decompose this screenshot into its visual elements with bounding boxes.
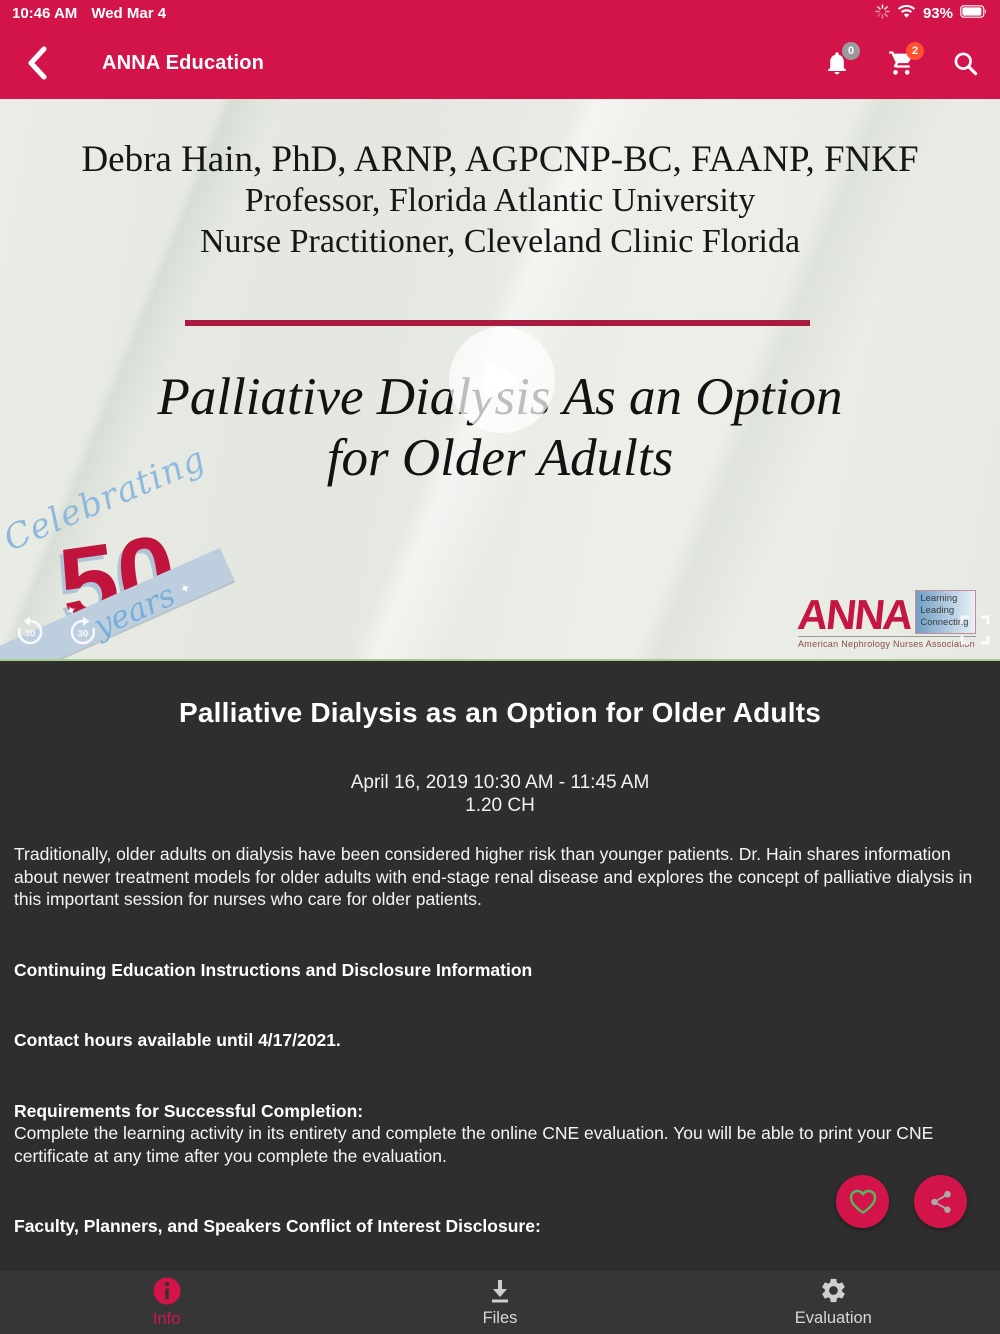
skip-back-30-icon: 30 (17, 616, 43, 645)
heart-icon (849, 1189, 876, 1214)
favorite-button[interactable] (836, 1175, 889, 1228)
status-time: 10:46 AM (12, 5, 78, 22)
battery-percent: 93% (922, 5, 953, 22)
speaker-role-2: Nurse Practitioner, Cleveland Clinic Flo… (199, 223, 801, 260)
ce-instructions-heading: Continuing Education Instructions and Di… (14, 959, 533, 980)
anna-association-logo: ANNA Learning Leading Connecting America… (795, 590, 976, 649)
requirements-body: Complete the learning activity in its en… (14, 1123, 934, 1166)
anna-logo-subtitle: American Nephrology Nurses Association (798, 636, 976, 649)
download-icon (491, 1279, 508, 1302)
cart-badge: 2 (906, 42, 924, 60)
tab-evaluation[interactable]: Evaluation (667, 1270, 1000, 1334)
slide-speaker-block: Debra Hain, PhD, ARNP, AGPCNP-BC, FAANP,… (0, 139, 1000, 262)
tab-evaluation-label: Evaluation (794, 1309, 872, 1327)
share-button[interactable] (914, 1175, 967, 1228)
notifications-button[interactable]: 0 (822, 42, 860, 78)
sync-spinner-icon (875, 4, 890, 23)
anna-logo-tagline: Learning Leading Connecting (915, 590, 976, 634)
back-button[interactable] (26, 46, 54, 80)
skip-forward-30-button[interactable]: 30 (67, 616, 99, 648)
gear-icon (822, 1278, 845, 1303)
status-bar: 10:46 AM Wed Mar 4 (0, 0, 1000, 27)
bell-icon (828, 51, 846, 74)
anna-logo-wordmark: ANNA (795, 591, 914, 638)
tab-info-label: Info (152, 1309, 181, 1328)
skip-forward-30-icon: 30 (70, 616, 96, 645)
speaker-role-1: Professor, Florida Atlantic University (244, 182, 756, 219)
wifi-icon (897, 4, 916, 23)
contact-hours-heading: Contact hours available until 4/17/2021. (14, 1030, 341, 1050)
svg-text:30: 30 (78, 629, 89, 640)
bottom-tab-bar: Info Files Evaluation (0, 1269, 1000, 1334)
play-button[interactable] (449, 327, 555, 433)
session-details-scroll-area[interactable]: Palliative Dialysis as an Option for Old… (0, 661, 1000, 1270)
tab-info[interactable]: Info (0, 1270, 333, 1334)
requirements-heading: Requirements for Successful Completion: (14, 1100, 364, 1121)
tab-files-label: Files (482, 1308, 518, 1327)
info-icon (153, 1277, 181, 1304)
cart-button[interactable]: 2 (886, 42, 924, 78)
status-date: Wed Mar 4 (91, 5, 167, 22)
session-description: Traditionally, older adults on dialysis … (14, 844, 973, 909)
video-player[interactable]: Debra Hain, PhD, ARNP, AGPCNP-BC, FAANP,… (0, 99, 1000, 661)
battery-icon (960, 5, 988, 22)
search-button[interactable] (950, 48, 980, 78)
chevron-left-icon (28, 46, 47, 80)
cart-icon (889, 51, 914, 75)
fullscreen-button[interactable] (958, 613, 992, 647)
conflict-disclosure-heading: Faculty, Planners, and Speakers Conflict… (14, 1216, 541, 1236)
play-icon (485, 359, 521, 401)
svg-text:30: 30 (25, 629, 36, 640)
speaker-name: Debra Hain, PhD, ARNP, AGPCNP-BC, FAANP,… (81, 139, 919, 180)
slide-divider-line (185, 320, 810, 326)
skip-back-30-button[interactable]: 30 (14, 616, 46, 648)
fullscreen-icon (960, 615, 990, 645)
session-title: Palliative Dialysis as an Option for Old… (178, 697, 822, 728)
page-title: ANNA Education (102, 51, 265, 74)
session-datetime: April 16, 2019 10:30 AM - 11:45 AM (350, 772, 650, 793)
nav-bar: ANNA Education 0 2 (0, 27, 1000, 99)
search-icon (954, 52, 977, 75)
share-icon (930, 1190, 951, 1213)
tab-files[interactable]: Files (333, 1270, 666, 1334)
notifications-badge: 0 (842, 42, 860, 60)
session-credits: 1.20 CH (465, 795, 535, 816)
